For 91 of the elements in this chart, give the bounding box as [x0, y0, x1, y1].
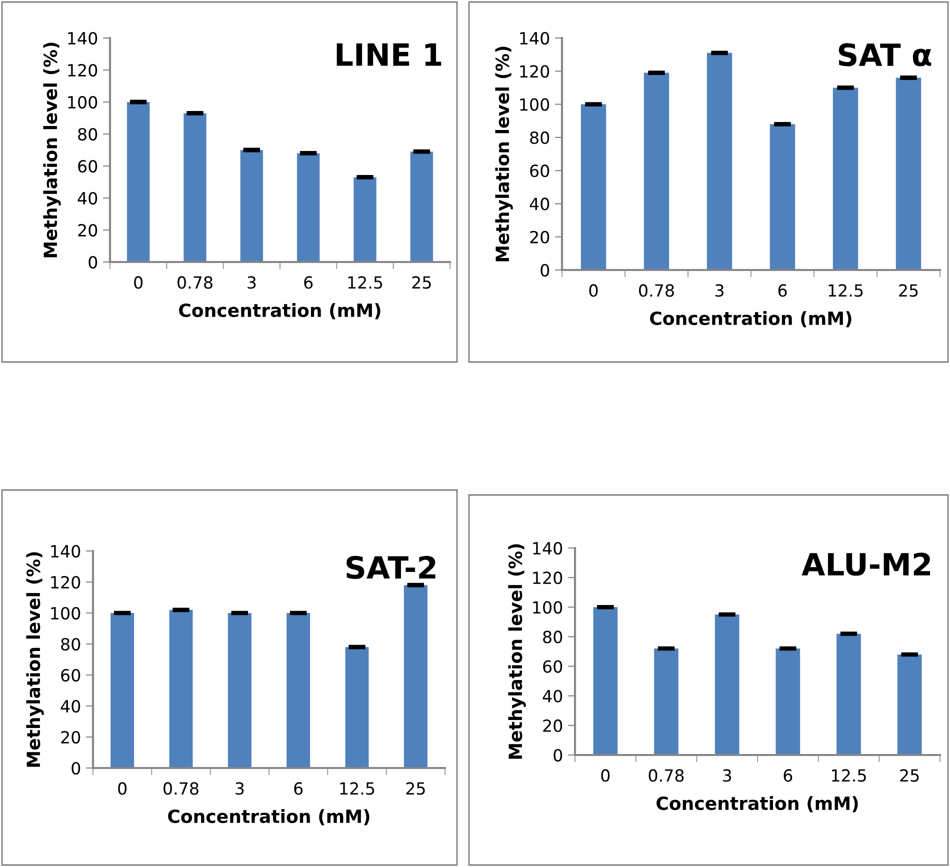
- y-tick-label: 80: [78, 128, 98, 141]
- y-axis-title: Methylation level (%): [43, 42, 61, 258]
- y-tick-label: 20: [543, 719, 562, 732]
- bar: [240, 150, 263, 262]
- bar: [127, 102, 150, 262]
- x-tick-label: 25: [412, 276, 431, 289]
- x-tick-label: 12.5: [348, 276, 382, 289]
- y-tick-label: 120: [51, 576, 80, 589]
- y-tick-label: 140: [533, 542, 562, 555]
- y-tick-label: 0: [540, 264, 550, 277]
- bar: [410, 152, 433, 262]
- x-tick-label: 0.78: [639, 284, 674, 297]
- y-tick-label: 120: [533, 572, 562, 584]
- x-tick-label: 25: [899, 284, 918, 297]
- bar: [297, 153, 320, 262]
- bar: [184, 113, 206, 262]
- x-tick-label: 0: [118, 782, 127, 795]
- x-tick-label: 3: [248, 276, 256, 289]
- y-tick-label: 100: [533, 601, 562, 614]
- chart-title: LINE 1: [336, 43, 442, 66]
- y-tick-label: 0: [554, 748, 562, 762]
- bar: [593, 607, 618, 755]
- y-tick-label: 60: [543, 660, 562, 673]
- x-tick-label: 6: [304, 276, 313, 289]
- x-tick-label: 0: [589, 284, 598, 297]
- y-tick-label: 80: [530, 131, 550, 144]
- bar: [228, 613, 252, 768]
- bar: [836, 634, 861, 755]
- y-tick-label: 80: [61, 638, 80, 651]
- chart-title: SAT-2: [346, 556, 436, 579]
- y-tick-label: 80: [543, 630, 562, 644]
- y-tick-label: 20: [78, 224, 98, 237]
- x-axis-title: Concentration (mM): [656, 796, 858, 812]
- y-tick-label: 60: [78, 160, 98, 173]
- y-tick-label: 140: [520, 32, 550, 45]
- x-tick-label: 6: [294, 782, 303, 795]
- y-tick-label: 20: [530, 230, 550, 244]
- bar: [832, 88, 858, 270]
- x-tick-label: 25: [900, 769, 919, 782]
- y-axis-title: Methylation level (%): [508, 544, 526, 759]
- y-tick-label: 100: [520, 98, 550, 111]
- bar: [354, 177, 376, 262]
- x-tick-label: 6: [778, 284, 787, 297]
- x-axis-title: Concentration (mM): [168, 809, 370, 826]
- x-tick-label: 3: [723, 769, 732, 782]
- y-tick-label: 120: [68, 64, 98, 77]
- bar: [286, 613, 310, 768]
- bar: [345, 647, 369, 768]
- y-axis-title: Methylation level (%): [495, 46, 513, 262]
- y-tick-label: 0: [88, 256, 98, 269]
- x-tick-label: 0: [601, 769, 610, 782]
- x-tick-label: 12.5: [340, 782, 374, 795]
- x-tick-label: 6: [784, 769, 792, 782]
- bar: [110, 613, 134, 768]
- bar: [404, 585, 428, 768]
- y-tick-label: 100: [68, 96, 98, 109]
- x-tick-label: 25: [406, 782, 425, 795]
- y-tick-label: 40: [530, 198, 550, 210]
- y-tick-label: 40: [60, 700, 80, 713]
- chart-title: SAT α: [838, 43, 932, 66]
- x-tick-label: 12.5: [832, 769, 866, 782]
- y-tick-label: 120: [520, 65, 550, 78]
- y-tick-label: 20: [61, 730, 80, 744]
- y-tick-label: 60: [530, 164, 550, 178]
- x-axis-title: Concentration (mM): [650, 311, 852, 328]
- x-tick-label: 3: [715, 284, 724, 297]
- bar: [706, 52, 732, 270]
- bar: [896, 78, 922, 270]
- bar: [714, 614, 740, 755]
- x-axis-title: Concentration (mM): [179, 303, 380, 320]
- bar: [776, 648, 800, 755]
- y-tick-label: 60: [61, 668, 80, 682]
- bar: [897, 654, 922, 755]
- x-tick-label: 0.78: [648, 769, 684, 782]
- bar: [654, 648, 678, 755]
- bar: [770, 124, 796, 270]
- y-tick-label: 40: [78, 192, 98, 205]
- x-tick-label: 0.78: [164, 782, 198, 795]
- x-tick-label: 0: [134, 276, 143, 289]
- y-axis-title: Methylation level (%): [26, 552, 44, 767]
- y-tick-label: 100: [51, 606, 80, 620]
- bar: [580, 104, 606, 270]
- x-tick-label: 0.78: [178, 276, 212, 289]
- bar: [169, 610, 193, 768]
- y-tick-label: 140: [51, 544, 80, 558]
- y-tick-label: 40: [542, 690, 562, 702]
- x-tick-label: 12.5: [828, 284, 863, 297]
- bar: [644, 72, 670, 270]
- chart-title: ALU-M2: [802, 552, 930, 576]
- x-tick-label: 3: [236, 782, 244, 795]
- y-tick-label: 140: [68, 32, 98, 45]
